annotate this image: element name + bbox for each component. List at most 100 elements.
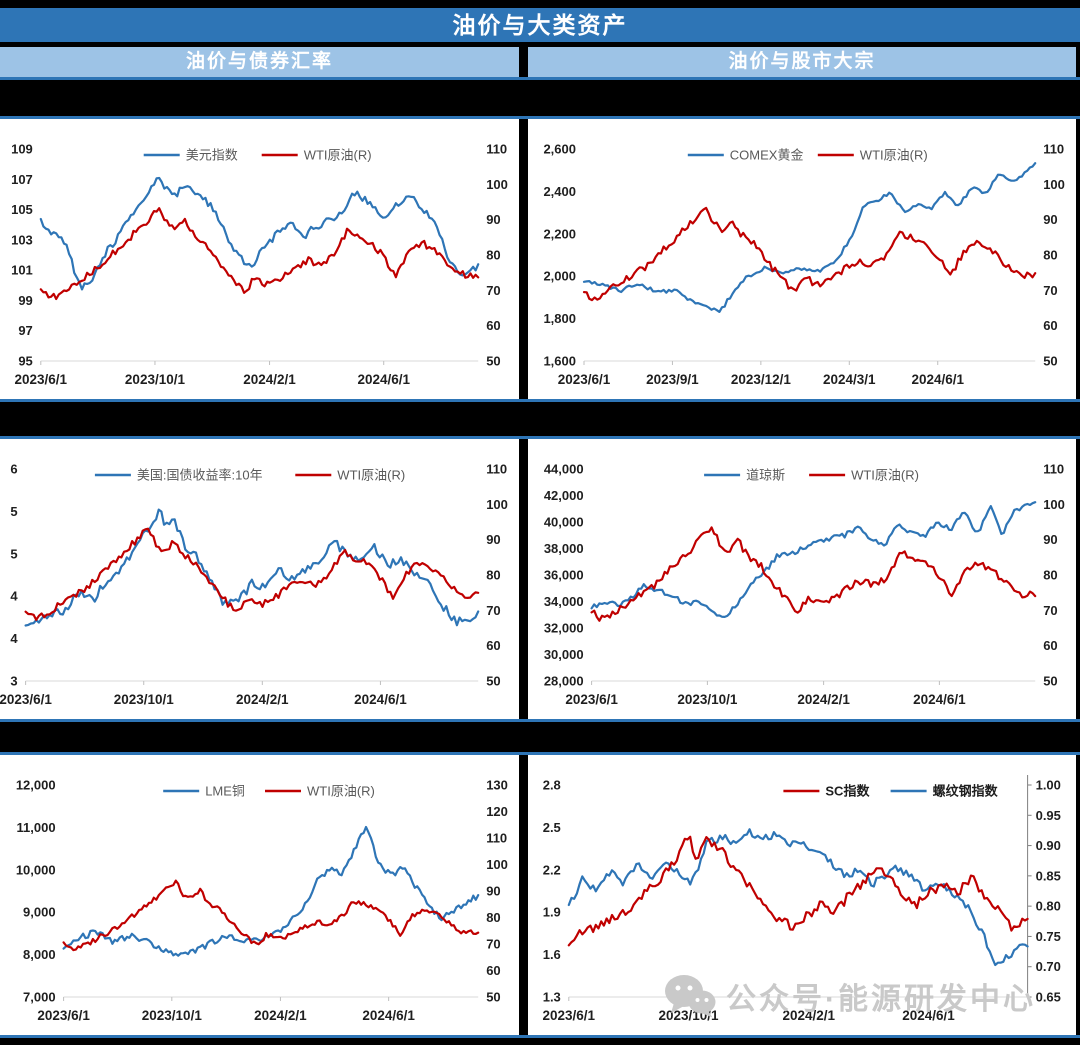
svg-text:109: 109: [11, 142, 33, 157]
series-line: [567, 835, 1029, 947]
svg-text:2023/6/1: 2023/6/1: [558, 372, 611, 387]
svg-text:50: 50: [486, 354, 500, 369]
svg-text:WTI原油(R): WTI原油(R): [304, 148, 372, 163]
svg-text:2023/10/1: 2023/10/1: [114, 692, 175, 707]
series-line: [24, 508, 480, 627]
y-axis-right: 110 100 90 80 70 60 50: [1043, 142, 1065, 369]
svg-text:110: 110: [486, 462, 507, 477]
svg-text:70: 70: [486, 283, 500, 298]
page-title: 油价与大类资产: [0, 8, 1080, 42]
svg-text:110: 110: [1043, 142, 1064, 157]
svg-text:2,000: 2,000: [543, 269, 576, 284]
y-axis-left: 109 107 105 103 101 99 97 95: [11, 142, 33, 369]
chart-row-3: 2023/6/1 2023/10/1 2024/2/1 2024/6/1 12,000 1…: [0, 752, 1080, 1038]
svg-text:2024/2/1: 2024/2/1: [782, 1008, 835, 1023]
svg-text:60: 60: [486, 318, 500, 333]
series-line: [582, 206, 1037, 302]
series-line: [62, 879, 480, 952]
svg-text:95: 95: [18, 354, 32, 369]
svg-text:1,600: 1,600: [543, 354, 576, 369]
divider: [0, 42, 1080, 47]
sc-rebar-line-chart: 2023/6/1 2023/10/1 2024/2/1 2024/6/12.82.52…: [543, 775, 1061, 1023]
svg-text:7,000: 7,000: [23, 990, 56, 1005]
svg-text:0.95: 0.95: [1036, 808, 1061, 823]
svg-text:2024/3/1: 2024/3/1: [823, 372, 876, 387]
legend: 道琼斯 WTI原油(R): [704, 468, 919, 483]
y-axis-right: 110 100 90 80 70 60 50: [486, 142, 508, 369]
svg-text:30,000: 30,000: [544, 647, 584, 662]
svg-text:110: 110: [486, 831, 507, 846]
y-axis-left: 2.8 2.5 2.2 1.9 1.6 1.3: [543, 778, 561, 1005]
svg-text:2023/10/1: 2023/10/1: [142, 1008, 203, 1023]
svg-text:美元指数: 美元指数: [186, 148, 238, 163]
svg-text:32,000: 32,000: [544, 621, 584, 636]
series-line: [582, 162, 1037, 313]
svg-text:100: 100: [1043, 497, 1065, 512]
svg-text:2.5: 2.5: [543, 820, 561, 835]
section-title-equity-commodity: 油价与股市大宗: [528, 47, 1076, 77]
svg-text:80: 80: [1043, 568, 1057, 583]
svg-text:90: 90: [486, 212, 500, 227]
svg-text:0.65: 0.65: [1036, 990, 1061, 1005]
svg-text:10,000: 10,000: [16, 862, 56, 877]
dow-jones-wti-line-chart: 2023/6/1 2023/10/1 2024/2/1 2024/6/144,0004…: [544, 462, 1065, 708]
svg-text:2024/2/1: 2024/2/1: [797, 692, 850, 707]
svg-text:90: 90: [1043, 532, 1057, 547]
svg-text:SC指数: SC指数: [825, 784, 870, 799]
svg-text:120: 120: [486, 804, 508, 819]
svg-text:70: 70: [486, 937, 500, 952]
chart-panel-lme-copper: 2023/6/1 2023/10/1 2024/2/1 2024/6/1 12,000 1…: [0, 755, 519, 1035]
svg-text:11,000: 11,000: [17, 820, 56, 835]
x-axis: 2023/6/1 2023/10/1 2024/2/1 2024/6/1: [15, 360, 479, 387]
svg-text:12,000: 12,000: [16, 778, 56, 793]
chart-panel-dow-jones: 2023/6/1 2023/10/1 2024/2/1 2024/6/1 44,000 4…: [528, 439, 1076, 719]
svg-text:WTI原油(R): WTI原油(R): [307, 784, 375, 799]
svg-text:5: 5: [10, 546, 17, 561]
usd-index-wti-line-chart: 2023/6/1 2023/10/1 2024/2/1 2024/6/1 109 107 1…: [11, 142, 508, 388]
series-line: [567, 828, 1029, 967]
y-axis-right: 110 100 90 80 70 60 50: [486, 462, 508, 689]
divider: [0, 80, 1080, 116]
series-line: [590, 501, 1037, 618]
svg-text:2024/6/1: 2024/6/1: [354, 692, 407, 707]
svg-text:50: 50: [486, 990, 500, 1005]
svg-text:2023/10/1: 2023/10/1: [677, 692, 738, 707]
chart-panel-us10y: 2023/6/1 2023/10/1 2024/2/1 2024/6/1 6 5 5 4 4 3 1…: [0, 439, 519, 719]
svg-text:WTI原油(R): WTI原油(R): [860, 148, 928, 163]
svg-text:60: 60: [486, 963, 500, 978]
divider: [519, 47, 528, 77]
svg-text:2023/6/1: 2023/6/1: [37, 1008, 90, 1023]
svg-text:80: 80: [486, 910, 500, 925]
svg-text:40,000: 40,000: [544, 515, 584, 530]
svg-text:WTI原油(R): WTI原油(R): [337, 468, 405, 483]
svg-text:4: 4: [10, 589, 18, 604]
lme-copper-wti-line-chart: 2023/6/1 2023/10/1 2024/2/1 2024/6/112,0001…: [16, 778, 508, 1024]
x-axis: 2023/6/1 2023/9/1 2023/12/1 2024/3/1 2024/6/…: [558, 360, 1036, 387]
svg-text:螺纹钢指数: 螺纹钢指数: [933, 784, 999, 799]
svg-text:107: 107: [11, 172, 33, 187]
svg-text:90: 90: [486, 884, 500, 899]
x-axis: 2023/6/1 2023/10/1 2024/2/1 2024/6/1: [37, 996, 479, 1023]
chart-row-2: 2023/6/1 2023/10/1 2024/2/1 2024/6/1 6 5 5 4 4 3 1…: [0, 436, 1080, 722]
series-line: [590, 526, 1037, 622]
svg-text:2023/10/1: 2023/10/1: [125, 372, 186, 387]
series-line: [62, 825, 480, 957]
svg-text:90: 90: [486, 532, 500, 547]
svg-text:50: 50: [1043, 354, 1057, 369]
svg-text:100: 100: [1043, 177, 1065, 192]
divider: [0, 77, 1080, 80]
svg-text:0.90: 0.90: [1036, 838, 1061, 853]
y-axis-right: 1.00 0.95 0.90 0.85 0.80 0.75 0.70 0.65: [1027, 775, 1061, 1005]
svg-text:80: 80: [486, 568, 500, 583]
y-axis-right: 130 120 110 100 90 80 70 60 50: [486, 778, 508, 1005]
svg-text:1.6: 1.6: [543, 947, 561, 962]
svg-text:6: 6: [10, 462, 17, 477]
svg-text:2,400: 2,400: [543, 184, 576, 199]
svg-text:60: 60: [486, 638, 500, 653]
svg-text:1.3: 1.3: [543, 990, 561, 1005]
x-axis: 2023/6/1 2023/10/1 2024/2/1 2024/6/1: [0, 680, 479, 707]
svg-text:110: 110: [486, 142, 507, 157]
svg-text:50: 50: [1043, 674, 1057, 689]
svg-text:36,000: 36,000: [544, 568, 584, 583]
svg-text:70: 70: [1043, 603, 1057, 618]
